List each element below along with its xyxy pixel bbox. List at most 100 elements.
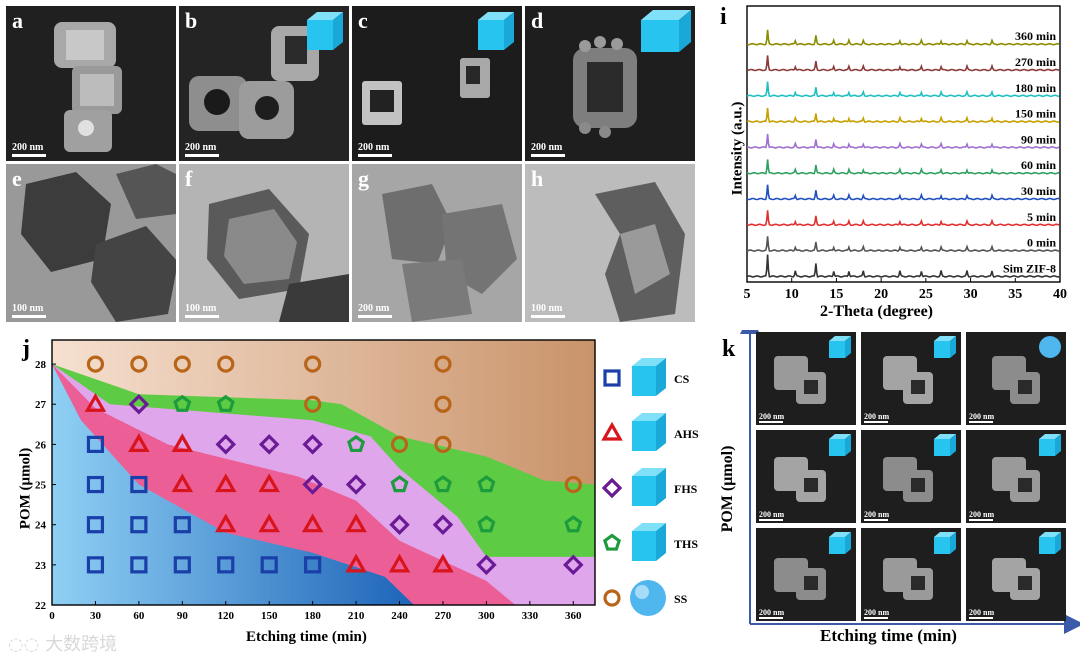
legend-label-ahs: AHS: [674, 427, 699, 441]
x-tick-label: 90: [177, 610, 189, 622]
xrd-trace-label: 30 min: [1021, 184, 1056, 198]
data-point-ths: [477, 475, 496, 493]
xrd-trace-label: 360 min: [1015, 29, 1056, 43]
data-point-cs: [217, 556, 235, 574]
chart-frame: [51, 339, 596, 606]
data-point-ahs: [388, 553, 411, 573]
panel-g-scale-text: 200 nm: [358, 303, 390, 314]
panel-a-letter: a: [12, 8, 23, 33]
panel-e: e 100 nm: [6, 164, 176, 322]
k-scale: 200 nm: [759, 412, 784, 423]
panel-g-scale: 200 nm: [358, 303, 392, 318]
xrd-x-tick-label: 15: [829, 287, 843, 302]
cube-icon: [478, 12, 514, 50]
panel-e-scale-text: 100 nm: [12, 303, 44, 314]
data-point-fhs: [389, 514, 410, 535]
panel-b-letter: b: [185, 8, 198, 33]
data-point-ahs: [215, 473, 237, 493]
y-tick-label: 26: [35, 439, 47, 451]
region-cs: [52, 364, 414, 605]
panel-f-image: [179, 164, 349, 322]
k-micrograph-image: [883, 558, 933, 600]
k-scale: 200 nm: [864, 608, 889, 619]
k-scale-text: 200 nm: [864, 608, 890, 617]
data-point-cs: [86, 435, 105, 453]
x-tick-label: 120: [218, 610, 235, 622]
panel-c: c 200 nm: [352, 6, 522, 161]
data-point-ths: [173, 394, 192, 412]
sem-matrix-panel: k POM (μmol) Etching time (min) 200 nm 2…: [700, 330, 1080, 660]
k-scale: 200 nm: [969, 412, 994, 423]
panel-g: g 200 nm: [352, 164, 522, 322]
xrd-trace: [747, 133, 1060, 149]
xrd-trace-label: 270 min: [1015, 55, 1056, 69]
cube-icon: [632, 358, 666, 396]
xrd-x-tick-label: 20: [874, 287, 888, 302]
y-tick-label: 24: [35, 520, 47, 532]
data-point-cs: [173, 556, 191, 574]
data-point-fhs: [128, 393, 150, 415]
panel-a: a 200 nm: [6, 6, 176, 161]
k-micrograph: 200 nm: [861, 528, 961, 621]
y-tick-label: 23: [35, 560, 47, 572]
data-point-fhs: [432, 514, 454, 535]
k-scale-text: 200 nm: [864, 412, 890, 421]
data-point-ahs: [432, 553, 454, 573]
x-tick-label: 30: [90, 610, 102, 622]
k-scale-text: 200 nm: [969, 412, 995, 421]
cube-icon: [307, 12, 343, 50]
xrd-panel-letter: i: [720, 4, 727, 30]
data-point-ss: [434, 395, 452, 413]
data-point-ss: [434, 435, 452, 453]
k-scale: 200 nm: [969, 608, 994, 619]
panel-c-letter: c: [358, 8, 368, 33]
k-scale-text: 200 nm: [864, 510, 890, 519]
xrd-x-tick-label: 5: [744, 287, 751, 302]
xrd-x-tick-label: 10: [785, 287, 799, 302]
k-micrograph: 200 nm: [966, 528, 1066, 621]
panel-h: h 100 nm: [525, 164, 695, 322]
data-point-ss: [86, 355, 105, 373]
k-scale-text: 200 nm: [969, 608, 995, 617]
cube-icon: [632, 413, 666, 451]
cube-icon: [829, 336, 851, 358]
k-scale: 200 nm: [759, 510, 784, 521]
data-point-fhs: [563, 554, 584, 576]
legend-marker-ahs: [601, 421, 623, 441]
xrd-x-tick-label: 30: [964, 287, 978, 302]
k-scale-text: 200 nm: [759, 608, 785, 617]
k-scale: 200 nm: [969, 510, 994, 521]
k-y-axis-label: POM (μmol): [719, 445, 736, 533]
legend-label-ths: THS: [674, 537, 698, 551]
x-tick-label: 240: [391, 610, 408, 622]
k-micrograph: 200 nm: [861, 332, 961, 425]
xrd-trace: [746, 184, 1060, 201]
panel-d-scale: 200 nm: [531, 142, 565, 157]
panel-f-scale-text: 100 nm: [185, 303, 217, 314]
data-point-ahs: [258, 473, 280, 493]
panel-c-scale-text: 200 nm: [358, 142, 390, 153]
xrd-trace: [746, 210, 1060, 227]
legend-label-cs: CS: [674, 372, 690, 386]
xrd-trace: [746, 55, 1060, 72]
panel-h-scale-text: 100 nm: [531, 303, 563, 314]
xrd-x-tick-label: 35: [1008, 287, 1022, 302]
x-tick-label: 180: [304, 610, 321, 622]
x-tick-label: 360: [565, 610, 582, 622]
xrd-trace-label: 90 min: [1021, 132, 1056, 146]
data-point-ahs: [215, 513, 237, 533]
data-point-ahs: [345, 513, 367, 533]
data-point-ss: [304, 395, 322, 413]
k-micrograph-image: [992, 457, 1040, 502]
panel-a-image: [6, 6, 176, 161]
panel-g-letter: g: [358, 166, 369, 191]
panel-f-scale: 100 nm: [185, 303, 219, 318]
panel-d-scale-text: 200 nm: [531, 142, 563, 153]
xrd-trace: [746, 107, 1060, 123]
xrd-trace: [746, 236, 1060, 252]
data-point-cs: [130, 556, 148, 574]
xrd-trace-label: 0 min: [1027, 236, 1056, 250]
watermark: ◌◌ 大数跨境: [8, 630, 117, 656]
data-point-ss: [304, 355, 322, 373]
